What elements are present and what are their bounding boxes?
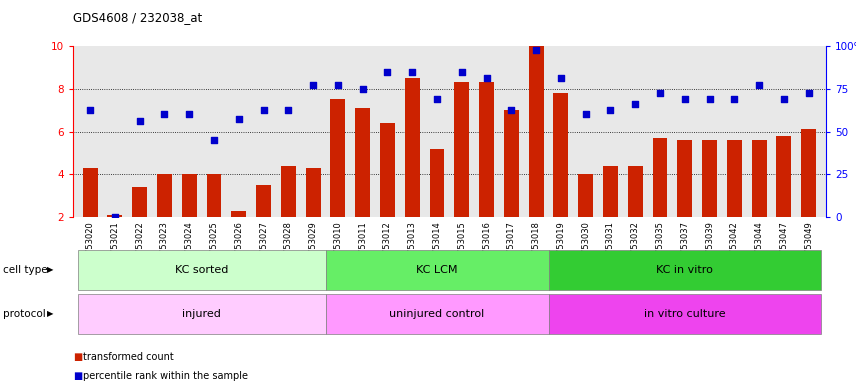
Bar <box>504 110 519 217</box>
Point <box>703 96 716 103</box>
Text: protocol: protocol <box>3 309 45 319</box>
Bar <box>355 108 370 217</box>
Point <box>306 81 320 88</box>
Point <box>479 75 493 81</box>
Point <box>777 96 791 103</box>
Bar <box>479 83 494 217</box>
Point <box>603 107 617 113</box>
Point <box>728 96 741 103</box>
Bar <box>132 187 147 217</box>
Text: uninjured control: uninjured control <box>389 309 484 319</box>
Bar <box>627 166 643 217</box>
Point <box>282 107 295 113</box>
Bar <box>405 78 419 217</box>
Text: injured: injured <box>182 309 221 319</box>
Point <box>331 81 345 88</box>
Bar <box>306 168 320 217</box>
Bar <box>579 174 593 217</box>
Point <box>257 107 270 113</box>
Bar <box>108 215 122 217</box>
Point <box>207 137 221 143</box>
Point <box>653 90 667 96</box>
Text: KC in vitro: KC in vitro <box>657 265 713 275</box>
Bar <box>752 140 767 217</box>
Text: cell type: cell type <box>3 265 47 275</box>
Bar <box>380 123 395 217</box>
Bar <box>83 168 98 217</box>
Point <box>554 75 568 81</box>
Bar <box>157 174 172 217</box>
Point <box>158 111 171 118</box>
Point <box>108 214 122 220</box>
Bar <box>529 46 544 217</box>
Bar <box>652 138 668 217</box>
Bar <box>206 174 222 217</box>
Point <box>381 69 395 75</box>
Point <box>83 107 97 113</box>
Text: in vitro culture: in vitro culture <box>644 309 726 319</box>
Text: ▶: ▶ <box>47 310 54 318</box>
Bar <box>776 136 791 217</box>
Point <box>529 47 543 53</box>
Bar <box>181 174 197 217</box>
Text: GDS4608 / 232038_at: GDS4608 / 232038_at <box>73 12 202 25</box>
Text: KC LCM: KC LCM <box>416 265 458 275</box>
Text: percentile rank within the sample: percentile rank within the sample <box>83 371 248 381</box>
Point <box>133 118 146 124</box>
Bar <box>702 140 717 217</box>
Text: ■: ■ <box>73 371 82 381</box>
Point <box>579 111 592 118</box>
Point <box>752 81 766 88</box>
Bar <box>801 129 816 217</box>
Point <box>406 69 419 75</box>
Point <box>802 90 816 96</box>
Text: ▶: ▶ <box>47 265 54 274</box>
Point <box>356 86 370 92</box>
Bar <box>455 83 469 217</box>
Point <box>678 96 692 103</box>
Point <box>455 69 468 75</box>
Bar <box>231 210 247 217</box>
Bar <box>677 140 693 217</box>
Point <box>182 111 196 118</box>
Point <box>628 101 642 107</box>
Text: transformed count: transformed count <box>83 352 174 362</box>
Bar <box>330 99 345 217</box>
Text: ■: ■ <box>73 352 82 362</box>
Bar <box>554 93 568 217</box>
Bar <box>727 140 742 217</box>
Point <box>431 96 444 103</box>
Point <box>232 116 246 122</box>
Bar <box>281 166 296 217</box>
Bar <box>430 149 444 217</box>
Point <box>504 107 518 113</box>
Bar <box>256 185 271 217</box>
Text: KC sorted: KC sorted <box>175 265 229 275</box>
Bar <box>603 166 618 217</box>
